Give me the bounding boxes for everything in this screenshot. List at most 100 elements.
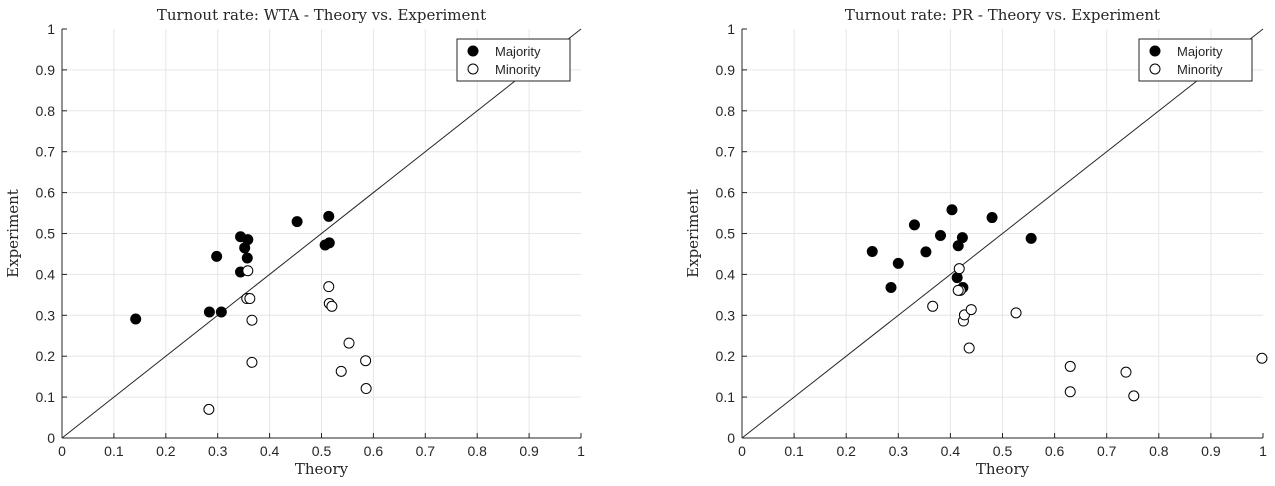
x-tick-label: 0.4 <box>941 443 961 459</box>
x-tick-label: 0.3 <box>889 443 909 459</box>
y-tick-label: 0.7 <box>36 144 56 160</box>
x-tick-label: 0 <box>738 443 746 459</box>
data-point-majority <box>892 257 904 269</box>
data-point-majority <box>920 246 932 258</box>
y-axis-label: Experiment <box>4 189 22 278</box>
data-point-majority <box>323 210 335 222</box>
data-point-majority <box>885 281 897 293</box>
data-point-minority <box>203 403 215 415</box>
x-tick-label: 1 <box>1259 443 1267 459</box>
reference-diagonal-line <box>741 28 1264 439</box>
data-point-majority <box>203 306 215 318</box>
y-tick-label: 0.9 <box>716 62 736 78</box>
y-tick-label: 0.5 <box>716 226 736 242</box>
data-point-minority <box>1120 366 1132 378</box>
legend-label-minority: Minority <box>1177 62 1223 77</box>
y-tick-label: 0 <box>47 430 55 446</box>
legend-box <box>456 38 571 82</box>
chart-title: Turnout rate: PR - Theory vs. Experiment <box>845 6 1160 24</box>
y-tick-label: 0.3 <box>716 307 736 323</box>
data-point-majority <box>211 250 223 262</box>
data-point-minority <box>1010 307 1022 319</box>
data-point-minority <box>360 355 372 367</box>
x-tick-label: 1 <box>577 443 585 459</box>
series-minority <box>927 263 1268 402</box>
x-tick-label: 0.9 <box>1201 443 1221 459</box>
y-tick-label: 0.6 <box>36 185 56 201</box>
data-point-minority <box>360 383 372 395</box>
legend-label-majority: Majority <box>495 44 541 59</box>
x-tick-label: 0.3 <box>208 443 228 459</box>
y-tick-label: 0.8 <box>36 103 56 119</box>
x-tick-label: 0.6 <box>364 443 384 459</box>
data-point-majority <box>1025 232 1037 244</box>
x-tick-label: 0.5 <box>312 443 332 459</box>
grid-lines <box>742 29 1263 438</box>
data-point-majority <box>291 216 303 228</box>
chart-panel-2: 0 0.1 0.2 0.3 0.4 0.5 0.6 0.7 0.8 0.9 100.10.20.30… <box>684 6 1268 478</box>
y-tick-label: 0.2 <box>716 348 736 364</box>
data-point-minority <box>963 342 975 354</box>
x-axis-ticks: 0 0.1 0.2 0.3 0.4 0.5 0.6 0.7 0.8 0.9 1 <box>58 433 585 459</box>
x-tick-label: 0.7 <box>416 443 436 459</box>
legend-box <box>1138 38 1253 82</box>
x-axis-label: Theory <box>976 460 1030 478</box>
data-point-minority <box>242 265 254 277</box>
x-tick-label: 0 <box>58 443 66 459</box>
x-tick-label: 0.5 <box>993 443 1013 459</box>
data-point-minority <box>343 337 355 349</box>
y-tick-label: 0.4 <box>716 266 736 282</box>
y-tick-label: 1 <box>47 21 55 37</box>
x-tick-label: 0.8 <box>1149 443 1169 459</box>
y-axis-label: Experiment <box>684 189 702 278</box>
data-point-majority <box>866 245 878 257</box>
x-tick-label: 0.9 <box>519 443 539 459</box>
data-point-majority <box>986 212 998 224</box>
data-point-majority <box>956 232 968 244</box>
x-tick-label: 0.4 <box>260 443 280 459</box>
data-point-minority <box>323 281 335 293</box>
y-tick-label: 0.9 <box>36 62 56 78</box>
data-point-minority <box>326 300 338 312</box>
y-tick-label: 0.2 <box>36 348 56 364</box>
y-axis-ticks: 0 0.1 0.2 0.3 0.4 0.5 0.6 0.7 0.8 0.9 1 <box>716 21 747 446</box>
data-point-majority <box>323 237 335 249</box>
data-point-minority <box>953 263 965 275</box>
legend-label-majority: Majority <box>1177 44 1223 59</box>
data-point-minority <box>1064 386 1076 398</box>
y-tick-label: 1 <box>727 21 735 37</box>
data-point-minority <box>1256 352 1268 364</box>
data-point-minority <box>246 356 258 368</box>
data-point-minority <box>1128 390 1140 402</box>
y-tick-label: 0.8 <box>716 103 736 119</box>
legend-label-minority: Minority <box>495 62 541 77</box>
legend: Majority Minority <box>1138 38 1253 82</box>
data-point-majority <box>951 272 963 284</box>
data-point-minority <box>246 314 258 326</box>
data-point-minority <box>244 293 256 305</box>
data-point-minority <box>965 304 977 316</box>
data-point-minority <box>335 365 347 377</box>
data-point-majority <box>241 252 253 264</box>
data-point-majority <box>908 219 920 231</box>
chart-panel-1: 0 0.1 0.2 0.3 0.4 0.5 0.6 0.7 0.8 0.9 100.10.20.30… <box>4 6 585 478</box>
data-point-majority <box>215 306 227 318</box>
y-tick-label: 0 <box>727 430 735 446</box>
data-point-minority <box>1064 360 1076 372</box>
x-tick-label: 0.1 <box>784 443 804 459</box>
data-point-minority <box>927 300 939 312</box>
x-tick-label: 0.2 <box>156 443 176 459</box>
legend-marker-majority <box>1149 45 1161 57</box>
x-tick-label: 0.6 <box>1045 443 1065 459</box>
y-axis-ticks: 0 0.1 0.2 0.3 0.4 0.5 0.6 0.7 0.8 0.9 1 <box>36 21 67 446</box>
reference-diagonal-line <box>61 28 582 439</box>
legend-marker-minority <box>1149 63 1161 75</box>
y-tick-label: 0.6 <box>716 185 736 201</box>
y-tick-label: 0.5 <box>36 226 56 242</box>
x-tick-label: 0.2 <box>836 443 856 459</box>
x-tick-label: 0.1 <box>104 443 124 459</box>
data-point-minority <box>952 284 964 296</box>
series-majority <box>130 210 335 325</box>
y-tick-label: 0.7 <box>716 144 736 160</box>
